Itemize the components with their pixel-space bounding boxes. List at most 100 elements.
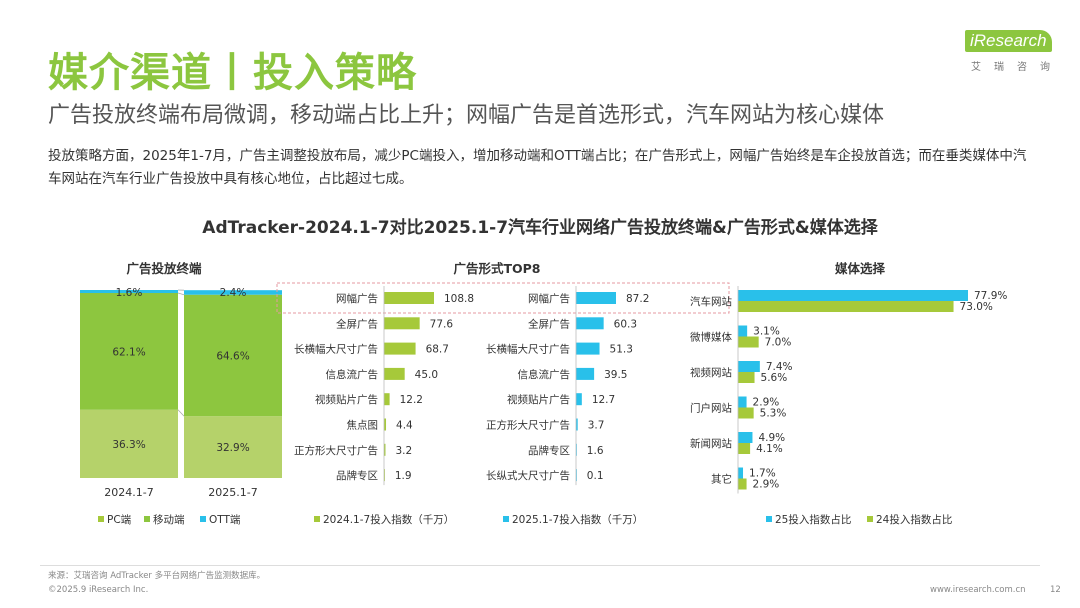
footer-source: 来源：艾瑞咨询 AdTracker 多平台网络广告监测数据库。 xyxy=(48,571,266,581)
category-label: 全屏广告 xyxy=(528,317,570,330)
data-label: 1.7% xyxy=(749,468,776,480)
legend-swatch xyxy=(503,516,509,522)
footer-url: www.iresearch.com.cn xyxy=(930,585,1026,595)
category-label: 网幅广告 xyxy=(528,292,570,305)
category-label: 信息流广告 xyxy=(326,368,379,381)
footer-divider xyxy=(40,565,1040,566)
category-label: 视频贴片广告 xyxy=(507,393,570,406)
page-subtitle: 广告投放终端布局微调，移动端占比上升；网幅广告是首选形式，汽车网站为核心媒体 xyxy=(48,103,885,128)
bar xyxy=(384,367,405,380)
bar xyxy=(738,467,744,479)
data-label: 2.4% xyxy=(220,287,247,299)
stacked-bar-segment xyxy=(80,290,178,294)
bar xyxy=(576,367,595,380)
legend-swatch xyxy=(144,516,150,522)
data-label: 36.3% xyxy=(112,439,145,451)
data-label: 3.1% xyxy=(753,326,780,338)
category-label: 信息流广告 xyxy=(518,368,571,381)
bar xyxy=(738,407,754,419)
category-label: 焦点图 xyxy=(347,419,379,432)
footer-copyright: ©2025.9 iResearch Inc. xyxy=(48,585,149,595)
legend-swatch xyxy=(200,516,206,522)
data-label: 62.1% xyxy=(112,346,145,358)
bar xyxy=(738,301,954,312)
data-label: 1.9 xyxy=(395,470,412,482)
data-label: 108.8 xyxy=(444,293,474,305)
logo-sub-text: 艾瑞咨询 xyxy=(971,62,1063,73)
bar xyxy=(384,469,385,482)
bar xyxy=(384,317,420,330)
bar xyxy=(738,290,968,301)
data-label: 39.5 xyxy=(604,369,627,381)
data-label: 5.3% xyxy=(760,408,787,420)
legend-swatch xyxy=(98,516,104,522)
data-label: 64.6% xyxy=(216,350,249,362)
category-label: 视频网站 xyxy=(690,366,732,379)
data-label: 4.4 xyxy=(396,420,413,432)
bar xyxy=(576,342,600,355)
page-title: 媒介渠道丨投入策略 xyxy=(48,50,417,96)
bar xyxy=(738,443,751,454)
data-label: 45.0 xyxy=(415,369,438,381)
iresearch-logo: iResearch 艾瑞咨询 xyxy=(963,28,1053,74)
bar xyxy=(384,418,387,431)
data-label: 7.0% xyxy=(765,337,792,349)
category-label: 全屏广告 xyxy=(336,317,378,330)
legend-label: 2024.1-7投入指数（千万） xyxy=(323,513,454,526)
data-label: 12.7 xyxy=(592,394,615,406)
stacked-bar-segment xyxy=(80,409,178,478)
bar xyxy=(576,292,616,304)
legend-swatch xyxy=(314,516,320,522)
data-label: 32.9% xyxy=(216,442,249,454)
connector-line xyxy=(177,292,185,296)
chart-title: 广告投放终端 xyxy=(126,261,202,276)
logo-brand-text: iResearch xyxy=(965,30,1052,52)
data-label: 3.7 xyxy=(588,420,605,432)
category-label: 微博媒体 xyxy=(690,331,732,344)
data-label: 0.1 xyxy=(587,470,604,482)
bar xyxy=(576,469,577,482)
data-label: 5.6% xyxy=(761,372,788,384)
data-label: 68.7 xyxy=(426,344,449,356)
category-label: 品牌专区 xyxy=(528,444,570,457)
bar xyxy=(384,342,416,355)
data-label: 51.3 xyxy=(610,344,633,356)
category-label: 门户网站 xyxy=(690,402,732,415)
data-label: 77.9% xyxy=(974,290,1007,302)
data-label: 73.0% xyxy=(960,301,993,313)
data-label: 12.2 xyxy=(400,394,423,406)
data-label: 77.6 xyxy=(430,318,454,330)
category-label: 品牌专区 xyxy=(336,469,378,482)
bar xyxy=(384,443,386,456)
category-label: 长纵式大尺寸广告 xyxy=(486,469,570,482)
stacked-bar-segment xyxy=(184,294,282,417)
category-label: 长横幅大尺寸广告 xyxy=(486,343,570,356)
legend-swatch xyxy=(766,516,772,522)
legend-label: PC端 xyxy=(107,513,132,526)
bar xyxy=(576,418,578,431)
body-paragraph: 投放策略方面，2025年1-7月，广告主调整投放布局，减少PC端投入，增加移动端… xyxy=(48,148,1027,187)
bar xyxy=(576,443,577,456)
data-label: 4.9% xyxy=(758,432,785,444)
bar xyxy=(384,292,434,304)
bar xyxy=(738,361,760,372)
stacked-bar-segment xyxy=(80,293,178,410)
data-label: 1.6 xyxy=(587,445,604,457)
data-label: 87.2 xyxy=(626,293,649,305)
bar xyxy=(738,396,747,408)
bar xyxy=(576,393,582,406)
bar xyxy=(738,478,747,490)
bar xyxy=(738,372,755,383)
chart-main-title: AdTracker-2024.1-7对比2025.1-7汽车行业网络广告投放终端… xyxy=(202,218,878,238)
data-label: 2.9% xyxy=(753,479,780,491)
bar xyxy=(576,317,604,330)
legend-label: 2025.1-7投入指数（千万） xyxy=(512,513,643,526)
highlight-box xyxy=(276,282,730,314)
legend-label: 25投入指数占比 xyxy=(775,513,851,526)
category-label: 正方形大尺寸广告 xyxy=(486,419,570,432)
category-label: 汽车网站 xyxy=(690,295,732,308)
legend-label: 移动端 xyxy=(153,513,185,526)
bar xyxy=(738,325,748,337)
legend-label: OTT端 xyxy=(209,513,241,526)
